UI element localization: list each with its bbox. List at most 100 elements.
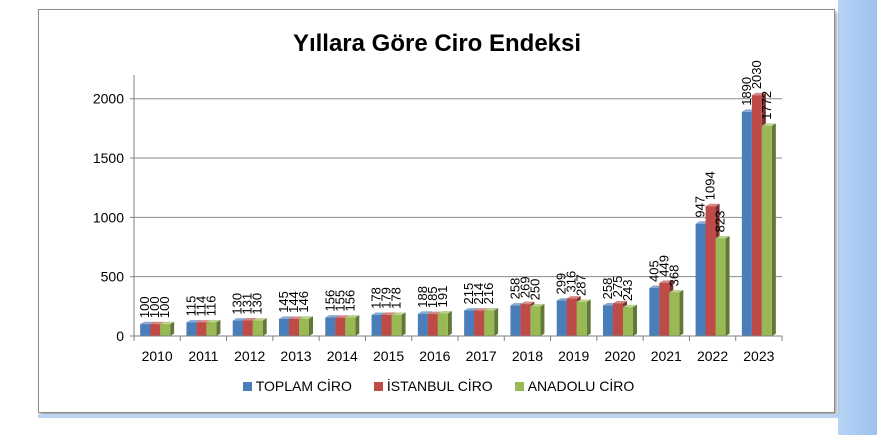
bar [751, 95, 762, 336]
bar [437, 313, 448, 336]
bar [252, 320, 263, 336]
data-label: 115 [183, 296, 198, 317]
data-label: 145 [276, 291, 291, 313]
data-label: 100 [157, 296, 172, 318]
x-tick-label: 2018 [512, 348, 543, 364]
data-label: 449 [656, 255, 671, 277]
bar [695, 223, 706, 336]
bar [242, 320, 253, 336]
x-tick-label: 2014 [327, 348, 358, 364]
bar-side [447, 310, 452, 336]
bar [427, 314, 438, 336]
data-label: 823 [713, 211, 728, 233]
bar-side [170, 321, 175, 336]
data-label: 216 [481, 283, 496, 305]
bar [289, 318, 299, 336]
bar [335, 317, 346, 336]
data-label: 258 [507, 278, 522, 300]
bar [232, 320, 243, 336]
bar-top [289, 316, 303, 319]
legend-item: İSTANBUL CİRO [373, 378, 493, 394]
bar [484, 310, 495, 336]
bar-side [355, 315, 360, 336]
bar [196, 322, 207, 336]
data-label: 250 [527, 279, 542, 301]
bar [741, 111, 752, 336]
data-label: 130 [250, 293, 265, 315]
x-tick-label: 2017 [466, 348, 497, 364]
bar-top [761, 123, 776, 126]
data-label: 146 [296, 291, 311, 313]
bar-top [299, 316, 313, 319]
bar-side [216, 319, 221, 336]
bar-side [771, 123, 776, 336]
data-label: 130 [230, 293, 245, 315]
data-label: 947 [693, 196, 708, 218]
bar [186, 322, 197, 336]
chart-area [38, 9, 835, 413]
bar [613, 303, 623, 336]
x-tick-label: 2023 [743, 348, 774, 364]
bar-top [160, 321, 175, 325]
x-tick-label: 2013 [280, 348, 311, 364]
bar [345, 317, 356, 336]
bar [715, 238, 726, 336]
bar-top [520, 301, 535, 305]
bar-top [417, 311, 432, 314]
data-label: 275 [610, 276, 625, 298]
bar [464, 310, 475, 336]
bar [669, 292, 680, 336]
y-tick-label: 1000 [93, 209, 124, 225]
x-tick-label: 2016 [419, 348, 450, 364]
data-label: 156 [342, 290, 357, 312]
bar-top [474, 308, 489, 311]
background-strip [838, 0, 877, 435]
data-label: 269 [517, 276, 532, 298]
bar [150, 324, 161, 336]
legend-swatch [514, 381, 524, 391]
bar-side [586, 299, 591, 336]
x-tick-label: 2015 [373, 348, 404, 364]
bar-side [309, 316, 313, 336]
data-label: 299 [554, 273, 569, 295]
bar [510, 305, 521, 336]
bar-top [437, 310, 452, 314]
bar [206, 322, 217, 336]
data-label: 100 [137, 296, 152, 318]
bar [140, 324, 151, 336]
data-label: 178 [389, 287, 404, 309]
data-label: 114 [193, 296, 208, 317]
bar-top [613, 300, 627, 304]
bar [623, 307, 633, 336]
bar-top [242, 318, 257, 321]
bar-top [669, 289, 684, 293]
data-label: 2030 [749, 60, 764, 89]
bar-top [530, 303, 545, 307]
chart-title: Yıllara Göre Ciro Endeksi [293, 30, 581, 57]
data-label: 185 [425, 286, 440, 308]
bar [576, 301, 587, 336]
bar-top [576, 299, 591, 302]
data-label: 316 [564, 271, 579, 293]
bar [649, 287, 660, 336]
bar-top [659, 280, 674, 283]
x-tick-label: 2021 [651, 348, 682, 364]
y-tick-label: 0 [116, 328, 124, 344]
data-label: 178 [369, 287, 384, 309]
data-label: 215 [461, 283, 476, 305]
bar [705, 206, 716, 336]
legend-label: ANADOLU CİRO [527, 378, 635, 394]
legend-item: ANADOLU CİRO [514, 378, 635, 394]
legend-swatch [242, 381, 252, 391]
data-label: 405 [646, 260, 661, 282]
data-label: 116 [203, 296, 218, 317]
data-label: 191 [435, 286, 450, 308]
data-label: 188 [415, 286, 430, 308]
bar [371, 314, 382, 336]
bar-side [262, 318, 267, 336]
data-label: 1890 [739, 77, 754, 106]
bar-top [371, 312, 386, 315]
bar [566, 298, 577, 336]
data-label: 156 [322, 290, 337, 312]
